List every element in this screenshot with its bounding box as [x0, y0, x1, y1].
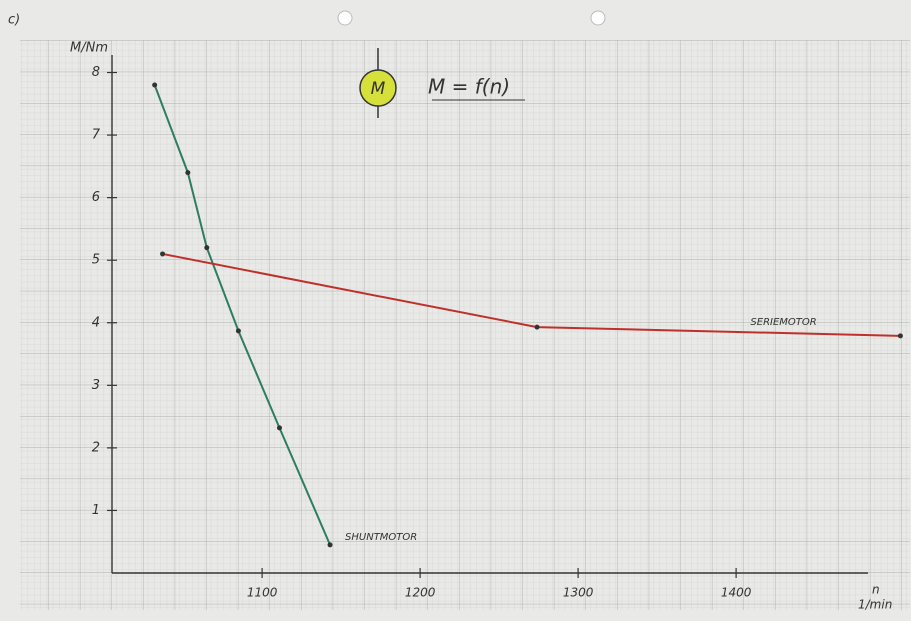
y-tick-label: 7	[92, 128, 101, 143]
chart: c) M M = f(n) M/Nm n 1/min 1 2 3 4 5 6 7 8 1100 1…	[0, 0, 911, 621]
data-point	[152, 83, 157, 88]
data-point	[236, 328, 241, 333]
y-tick-label: 2	[92, 440, 100, 455]
data-point	[328, 542, 333, 547]
data-point	[277, 425, 282, 430]
x-tick-label: 1100	[247, 586, 278, 600]
series-label: SERIEMOTOR	[750, 317, 816, 328]
y-tick-label: 5	[92, 253, 100, 268]
y-axis-label: M/Nm	[70, 41, 108, 56]
series-label: SHUNTMOTOR	[345, 532, 417, 543]
x-axis-unit: 1/min	[858, 598, 892, 612]
data-point	[185, 170, 190, 175]
motor-label: M	[371, 79, 386, 99]
data-point	[898, 333, 903, 338]
corner-label: c)	[8, 13, 20, 28]
chart-title: M = f(n)	[428, 75, 510, 99]
data-point	[204, 245, 209, 250]
y-tick-label: 8	[92, 65, 100, 80]
punch-hole	[338, 11, 352, 25]
punch-hole	[591, 11, 605, 25]
y-tick-label: 6	[92, 190, 100, 205]
y-tick-label: 4	[92, 315, 100, 330]
x-tick-label: 1400	[721, 586, 752, 600]
x-axis-label: n	[872, 583, 880, 597]
graph-paper: c) M M = f(n) M/Nm n 1/min 1 2 3 4 5 6 7 8 1100 1…	[0, 0, 911, 621]
data-point	[160, 251, 165, 256]
x-tick-label: 1200	[405, 586, 436, 600]
y-tick-label: 3	[92, 378, 100, 393]
x-tick-label: 1300	[563, 586, 594, 600]
y-tick-label: 1	[92, 503, 100, 518]
data-point	[535, 325, 540, 330]
